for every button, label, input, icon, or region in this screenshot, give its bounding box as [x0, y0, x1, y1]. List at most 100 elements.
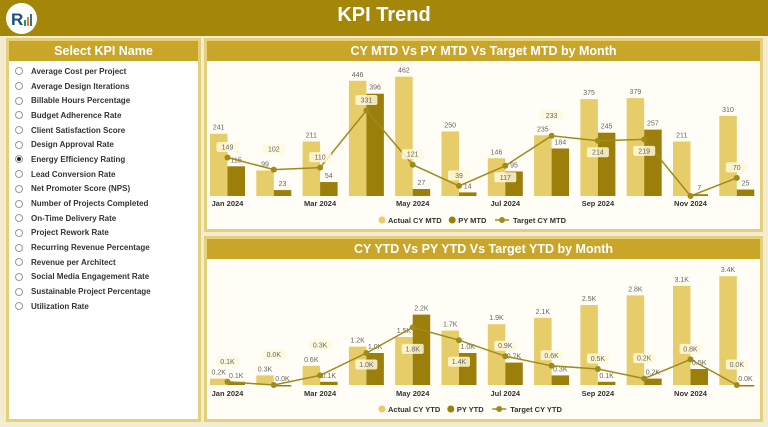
kpi-option-label: Utilization Rate [31, 301, 89, 311]
actual-data-label: 0.3K [258, 366, 273, 373]
kpi-option[interactable]: Average Design Iterations [9, 79, 198, 94]
target-data-label: 110 [315, 155, 326, 162]
radio-icon[interactable] [15, 272, 23, 281]
radio-icon[interactable] [15, 287, 23, 296]
actual-data-label: 146 [491, 149, 503, 156]
py-data-label: 0.1K [599, 373, 614, 380]
radio-icon[interactable] [15, 199, 23, 208]
py-data-label: 0.3K [553, 366, 568, 373]
kpi-option-label: Energy Efficiency Rating [31, 154, 126, 164]
target-data-label: 1.8K [405, 346, 420, 353]
radio-icon[interactable] [15, 214, 23, 223]
target-label-bg [401, 149, 424, 160]
actual-data-label: 250 [444, 122, 456, 129]
kpi-option[interactable]: Sustainable Project Percentage [9, 284, 198, 299]
target-label-bg [540, 350, 563, 361]
target-point [317, 164, 324, 171]
target-label-bg [679, 343, 702, 354]
kpi-option[interactable]: Average Cost per Project [9, 64, 198, 79]
kpi-option[interactable]: Design Approval Rate [9, 137, 198, 152]
target-label-bg [540, 110, 563, 121]
x-tick-label: Mar 2024 [304, 199, 337, 208]
target-label-bg [262, 144, 285, 155]
legend-py-label: PY YTD [457, 405, 484, 414]
kpi-option[interactable]: Client Satisfaction Score [9, 123, 198, 138]
actual-bar [256, 170, 274, 196]
kpi-option[interactable]: Number of Projects Completed [9, 196, 198, 211]
radio-icon[interactable] [15, 126, 23, 135]
radio-icon[interactable] [15, 67, 23, 76]
py-data-label: 0.7K [507, 354, 522, 361]
kpi-option[interactable]: Net Promoter Score (NPS) [9, 182, 198, 197]
target-label-bg [216, 356, 239, 367]
actual-data-label: 241 [213, 125, 225, 132]
actual-data-label: 446 [352, 72, 364, 79]
kpi-option[interactable]: Recurring Revenue Percentage [9, 240, 198, 255]
x-tick-label: May 2024 [396, 389, 430, 398]
kpi-option[interactable]: Project Rework Rate [9, 226, 198, 241]
kpi-option[interactable]: Utilization Rate [9, 299, 198, 314]
kpi-option[interactable]: Social Media Engagement Rate [9, 270, 198, 285]
radio-icon[interactable] [15, 243, 23, 252]
actual-data-label: 0.6K [304, 357, 319, 364]
radio-icon[interactable] [15, 155, 23, 164]
py-data-label: 0.0K [738, 376, 753, 383]
actual-bar [719, 115, 737, 196]
radio-icon[interactable] [15, 82, 23, 91]
py-data-label: 95 [510, 162, 518, 169]
kpi-option[interactable]: Billable Hours Percentage [9, 93, 198, 108]
actual-data-label: 211 [306, 132, 317, 139]
py-bar [227, 166, 245, 196]
actual-bar [348, 80, 367, 196]
kpi-option-label: Sustainable Project Percentage [31, 287, 151, 297]
kpi-option-label: Project Rework Rate [31, 228, 109, 238]
actual-data-label: 1.2K [350, 338, 365, 345]
ytd-chart-title: CY YTD Vs PY YTD Vs Target YTD by Month [207, 239, 760, 259]
kpi-option-label: Design Approval Rate [31, 140, 114, 150]
x-tick-label: May 2024 [396, 199, 430, 208]
kpi-option-label: Lead Conversion Rate [31, 169, 116, 179]
target-data-label: 0.1K [220, 359, 235, 366]
py-bar [459, 192, 477, 196]
target-point [733, 382, 740, 388]
target-label-bg [586, 353, 609, 364]
kpi-option[interactable]: Revenue per Architect [9, 255, 198, 270]
legend-py-label: PY MTD [458, 216, 487, 225]
legend-target-label: Target CY MTD [513, 216, 567, 225]
actual-data-label: 1.9K [489, 315, 504, 322]
target-point [270, 382, 277, 388]
kpi-option-label: Revenue per Architect [31, 257, 116, 267]
radio-icon[interactable] [15, 184, 23, 193]
radio-icon[interactable] [15, 302, 23, 311]
actual-bar [673, 285, 691, 385]
py-bar [412, 189, 431, 196]
radio-icon[interactable] [15, 228, 23, 237]
radio-icon[interactable] [15, 111, 23, 120]
kpi-option[interactable]: Lead Conversion Rate [9, 167, 198, 182]
radio-icon[interactable] [15, 258, 23, 267]
actual-data-label: 379 [630, 89, 642, 96]
actual-bar [256, 375, 274, 385]
py-data-label: 14 [464, 183, 472, 190]
target-line [227, 326, 738, 386]
target-point [317, 372, 324, 379]
target-data-label: 117 [500, 175, 511, 182]
legend-target-icon [496, 406, 503, 412]
target-label-bg [633, 353, 656, 364]
target-label-bg [725, 162, 748, 173]
target-label-bg [401, 343, 424, 354]
kpi-option[interactable]: Energy Efficiency Rating [9, 152, 198, 167]
target-point [363, 107, 370, 114]
target-point [687, 193, 694, 199]
py-bar [551, 375, 570, 385]
kpi-option[interactable]: On-Time Delivery Rate [9, 211, 198, 226]
kpi-option-label: Number of Projects Completed [31, 199, 149, 209]
target-data-label: 0.5K [591, 356, 606, 363]
kpi-option[interactable]: Budget Adherence Rate [9, 108, 198, 123]
py-bar [273, 385, 292, 387]
radio-icon[interactable] [15, 170, 23, 179]
radio-icon[interactable] [15, 96, 23, 105]
radio-icon[interactable] [15, 140, 23, 149]
target-data-label: 0.0K [267, 352, 282, 359]
py-bar [320, 182, 338, 196]
